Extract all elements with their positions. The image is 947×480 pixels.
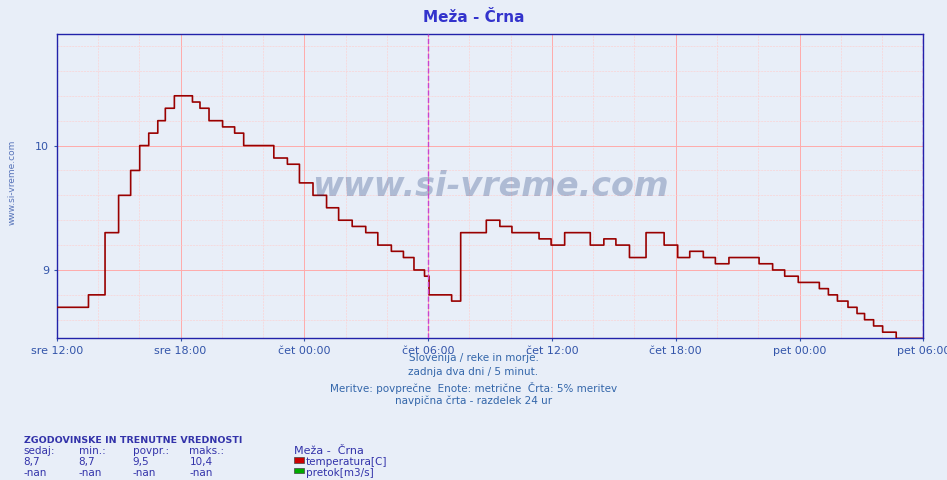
Text: povpr.:: povpr.:: [133, 446, 169, 456]
Text: Meža -  Črna: Meža - Črna: [294, 446, 364, 456]
Text: -nan: -nan: [189, 468, 213, 478]
Text: navpična črta - razdelek 24 ur: navpična črta - razdelek 24 ur: [395, 396, 552, 407]
Text: temperatura[C]: temperatura[C]: [306, 457, 387, 468]
Text: min.:: min.:: [79, 446, 105, 456]
Text: -nan: -nan: [24, 468, 47, 478]
Text: 8,7: 8,7: [79, 457, 96, 467]
Text: pretok[m3/s]: pretok[m3/s]: [306, 468, 374, 478]
Text: Slovenija / reke in morje.: Slovenija / reke in morje.: [408, 353, 539, 363]
Text: ZGODOVINSKE IN TRENUTNE VREDNOSTI: ZGODOVINSKE IN TRENUTNE VREDNOSTI: [24, 436, 242, 445]
Text: www.si-vreme.com: www.si-vreme.com: [8, 140, 17, 225]
Text: www.si-vreme.com: www.si-vreme.com: [312, 169, 669, 203]
Text: 10,4: 10,4: [189, 457, 212, 467]
Text: Meritve: povprečne  Enote: metrične  Črta: 5% meritev: Meritve: povprečne Enote: metrične Črta:…: [330, 382, 617, 394]
Text: sedaj:: sedaj:: [24, 446, 55, 456]
Text: -nan: -nan: [133, 468, 156, 478]
Text: maks.:: maks.:: [189, 446, 224, 456]
Text: 8,7: 8,7: [24, 457, 41, 467]
Text: 9,5: 9,5: [133, 457, 150, 467]
Text: -nan: -nan: [79, 468, 102, 478]
Text: Meža - Črna: Meža - Črna: [422, 10, 525, 24]
Text: zadnja dva dni / 5 minut.: zadnja dva dni / 5 minut.: [408, 367, 539, 377]
